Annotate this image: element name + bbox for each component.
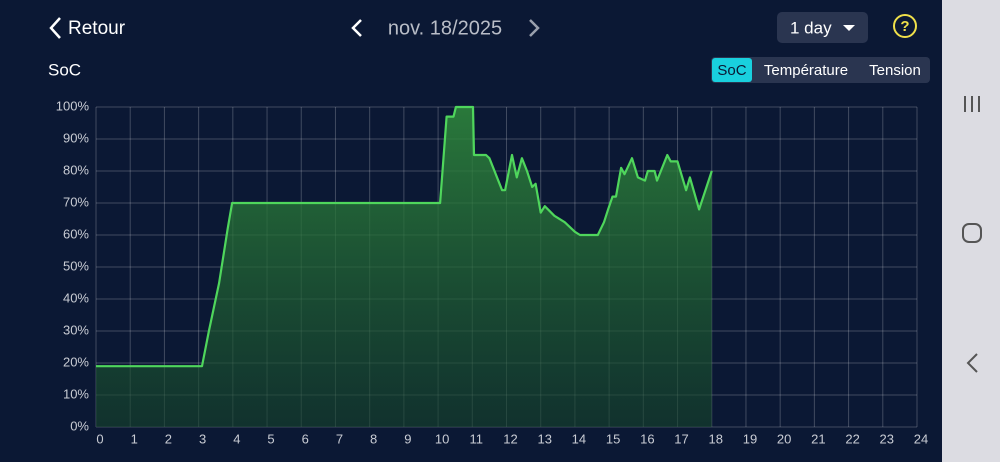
x-tick-label: 13 (537, 431, 551, 446)
x-tick-label: 8 (370, 431, 377, 446)
tab-group (711, 57, 930, 83)
x-tick-label: 23 (880, 431, 894, 446)
x-tick-label: 17 (674, 431, 688, 446)
x-tick-label: 22 (845, 431, 859, 446)
x-tick-label: 1 (131, 431, 138, 446)
dropdown-arrow (843, 25, 855, 31)
x-tick-label: 14 (572, 431, 586, 446)
x-tick-label: 3 (199, 431, 206, 446)
x-tick-label: 5 (267, 431, 274, 446)
tab-active[interactable] (712, 58, 752, 82)
x-tick-label: 15 (606, 431, 620, 446)
x-tick-label: 19 (743, 431, 757, 446)
back-label[interactable]: Retour (68, 18, 126, 39)
line (96, 105, 713, 368)
y-tick-label: 50% (63, 258, 89, 273)
x-tick-label: 18 (709, 431, 723, 446)
y-tick-label: 60% (63, 226, 89, 241)
x-tick-label: 9 (404, 431, 411, 446)
prev-day[interactable] (351, 19, 362, 37)
date-label: nov. 18/2025 (388, 17, 502, 39)
tab[interactable]: SoC (717, 62, 746, 79)
nav-bar (942, 0, 1000, 462)
help-button[interactable] (893, 14, 917, 38)
plot: 0%10%20%30%40%50%60%70%80%90%100%0 1 2 3 4 5 6… (56, 98, 928, 446)
x-tick-label: 6 (302, 431, 309, 446)
y-tick-label: 90% (63, 130, 89, 145)
x-tick-label: 24 (914, 431, 928, 446)
range-dropdown[interactable] (777, 12, 868, 43)
nav-recent[interactable] (964, 96, 980, 112)
y-tick-label: 80% (63, 162, 89, 177)
x-tick-label: 10 (435, 431, 449, 446)
tab[interactable]: Température (764, 62, 848, 79)
range-label[interactable]: 1 day (790, 18, 832, 37)
x-tick-label: 16 (640, 431, 654, 446)
y-tick-label: 40% (63, 290, 89, 305)
tab[interactable]: Tension (869, 62, 921, 79)
next-day[interactable] (529, 19, 540, 37)
y-tick-label: 20% (63, 354, 89, 369)
x-tick-label: 2 (165, 431, 172, 446)
x-tick-label: 21 (811, 431, 825, 446)
x-tick-label: 7 (336, 431, 343, 446)
y-tick-label: 100% (56, 98, 90, 113)
x-tick-label: 0 (96, 431, 103, 446)
x-tick-label: 4 (233, 431, 240, 446)
help-label[interactable]: ? (900, 18, 909, 35)
area (96, 107, 712, 427)
y-tick-label: 70% (63, 194, 89, 209)
x-tick-label: 11 (470, 431, 484, 446)
back-icon[interactable] (49, 17, 61, 39)
y-tick-label: 10% (63, 386, 89, 401)
x-tick-label: 20 (777, 431, 791, 446)
x-tick-label: 12 (503, 431, 517, 446)
nav-back[interactable] (966, 353, 978, 373)
y-tick-label: 0% (70, 418, 89, 433)
nav-home[interactable] (962, 223, 982, 243)
y-tick-label: 30% (63, 322, 89, 337)
chart-title: SoC (48, 60, 81, 79)
